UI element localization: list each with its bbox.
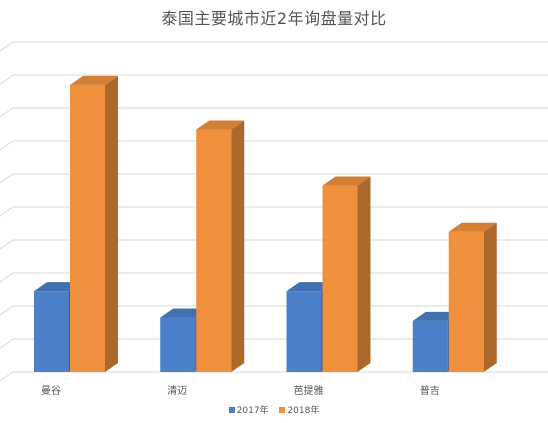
bar-front <box>34 291 69 372</box>
legend-swatch-2018 <box>279 406 286 413</box>
bar-front <box>160 317 196 372</box>
gridline-depth <box>0 206 14 217</box>
legend-label-2017: 2017年 <box>236 406 269 416</box>
legend-swatch-2017 <box>228 406 235 413</box>
legend-item-2018: 2018年 <box>279 403 319 416</box>
gridline-depth <box>0 338 14 349</box>
gridline-depth <box>0 239 14 250</box>
gridline-depth <box>0 173 14 184</box>
category-label-普吉: 普吉 <box>420 384 440 397</box>
legend-label-2018: 2018年 <box>287 406 320 416</box>
bar-front <box>70 84 105 373</box>
bar-曼谷-2018年 <box>70 75 118 373</box>
bar-top <box>448 222 497 232</box>
bar-普吉-2018年 <box>448 222 497 372</box>
bar-front <box>448 231 484 372</box>
legend: 2017年 2018年 <box>0 403 548 416</box>
bar-front <box>286 291 322 372</box>
bar-side <box>231 120 245 372</box>
bar-芭提雅-2018年 <box>322 176 371 372</box>
gridline-depth <box>0 371 14 382</box>
bar-front <box>322 185 358 372</box>
bar-top <box>70 75 118 85</box>
category-label-芭提雅: 芭提雅 <box>294 384 324 397</box>
bar-side <box>105 75 118 373</box>
gridline-depth <box>0 74 14 85</box>
gridline-depth <box>0 272 14 283</box>
bar-front <box>196 129 232 372</box>
bar-清迈-2018年 <box>196 120 245 372</box>
gridline-depth <box>0 140 14 151</box>
legend-item-2017: 2017年 <box>228 403 269 416</box>
bar-side <box>483 222 497 372</box>
chart-title: 泰国主要城市近2年询盘量对比 <box>161 9 387 28</box>
bar-top <box>196 120 245 130</box>
bars <box>34 75 497 373</box>
bar-front <box>412 320 448 372</box>
category-label-曼谷: 曼谷 <box>41 385 61 397</box>
bar-top <box>322 176 371 186</box>
gridline-depth <box>0 41 14 52</box>
gridline-depth <box>0 305 14 316</box>
category-label-清迈: 清迈 <box>167 384 187 397</box>
category-labels: 曼谷 清迈 芭提雅 普吉 <box>41 384 440 397</box>
bar-side <box>357 176 371 372</box>
gridline-depth <box>0 107 14 118</box>
